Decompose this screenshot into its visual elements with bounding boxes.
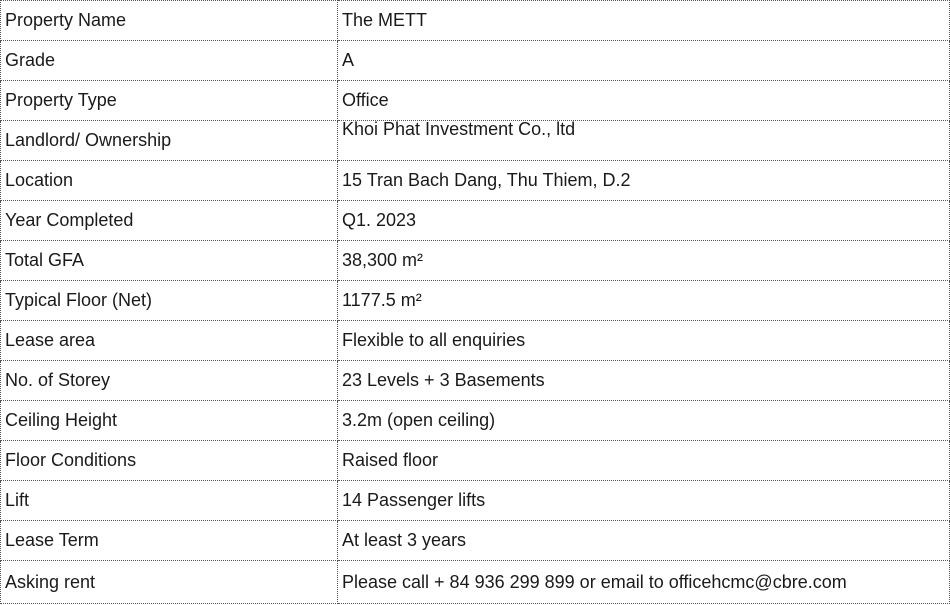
table-row: Grade A xyxy=(0,40,950,81)
field-label: Year Completed xyxy=(0,200,338,241)
field-label: Property Type xyxy=(0,80,338,121)
table-row: Total GFA 38,300 m² xyxy=(0,240,950,281)
field-label: Total GFA xyxy=(0,240,338,281)
field-value: A xyxy=(337,40,950,81)
field-value: 14 Passenger lifts xyxy=(337,480,950,521)
field-value: At least 3 years xyxy=(337,520,950,561)
field-value: Office xyxy=(337,80,950,121)
table-row: No. of Storey 23 Levels + 3 Basements xyxy=(0,360,950,401)
field-value: The METT xyxy=(337,0,950,41)
table-row: Lease Term At least 3 years xyxy=(0,520,950,561)
table-row: Asking rent Please call + 84 936 299 899 … xyxy=(0,560,950,604)
field-value: Raised floor xyxy=(337,440,950,481)
table-row: Lease area Flexible to all enquiries xyxy=(0,320,950,361)
field-label: Lift xyxy=(0,480,338,521)
table-row: Location 15 Tran Bach Dang, Thu Thiem, D.… xyxy=(0,160,950,201)
table-row: Typical Floor (Net) 1177.5 m² xyxy=(0,280,950,321)
field-value: 38,300 m² xyxy=(337,240,950,281)
table-row: Year Completed Q1. 2023 xyxy=(0,200,950,241)
field-value: Q1. 2023 xyxy=(337,200,950,241)
field-label: Asking rent xyxy=(0,560,338,604)
field-value: 1177.5 m² xyxy=(337,280,950,321)
field-value: 23 Levels + 3 Basements xyxy=(337,360,950,401)
field-value: Please call + 84 936 299 899 or email to… xyxy=(337,560,950,604)
field-value: 3.2m (open ceiling) xyxy=(337,400,950,441)
field-value: 15 Tran Bach Dang, Thu Thiem, D.2 xyxy=(337,160,950,201)
field-label: Ceiling Height xyxy=(0,400,338,441)
table-row: Lift 14 Passenger lifts xyxy=(0,480,950,521)
table-row: Landlord/ Ownership Khoi Phat Investment … xyxy=(0,120,950,161)
field-label: No. of Storey xyxy=(0,360,338,401)
table-row: Floor Conditions Raised floor xyxy=(0,440,950,481)
field-label: Lease Term xyxy=(0,520,338,561)
field-value: Flexible to all enquiries xyxy=(337,320,950,361)
field-label: Lease area xyxy=(0,320,338,361)
field-label: Landlord/ Ownership xyxy=(0,120,338,161)
table-row: Ceiling Height 3.2m (open ceiling) xyxy=(0,400,950,441)
field-label: Property Name xyxy=(0,0,338,41)
field-label: Grade xyxy=(0,40,338,81)
table-row: Property Type Office xyxy=(0,80,950,121)
field-label: Typical Floor (Net) xyxy=(0,280,338,321)
field-label: Floor Conditions xyxy=(0,440,338,481)
table-row: Property Name The METT xyxy=(0,0,950,41)
field-label: Location xyxy=(0,160,338,201)
field-value: Khoi Phat Investment Co., ltd xyxy=(337,120,950,161)
